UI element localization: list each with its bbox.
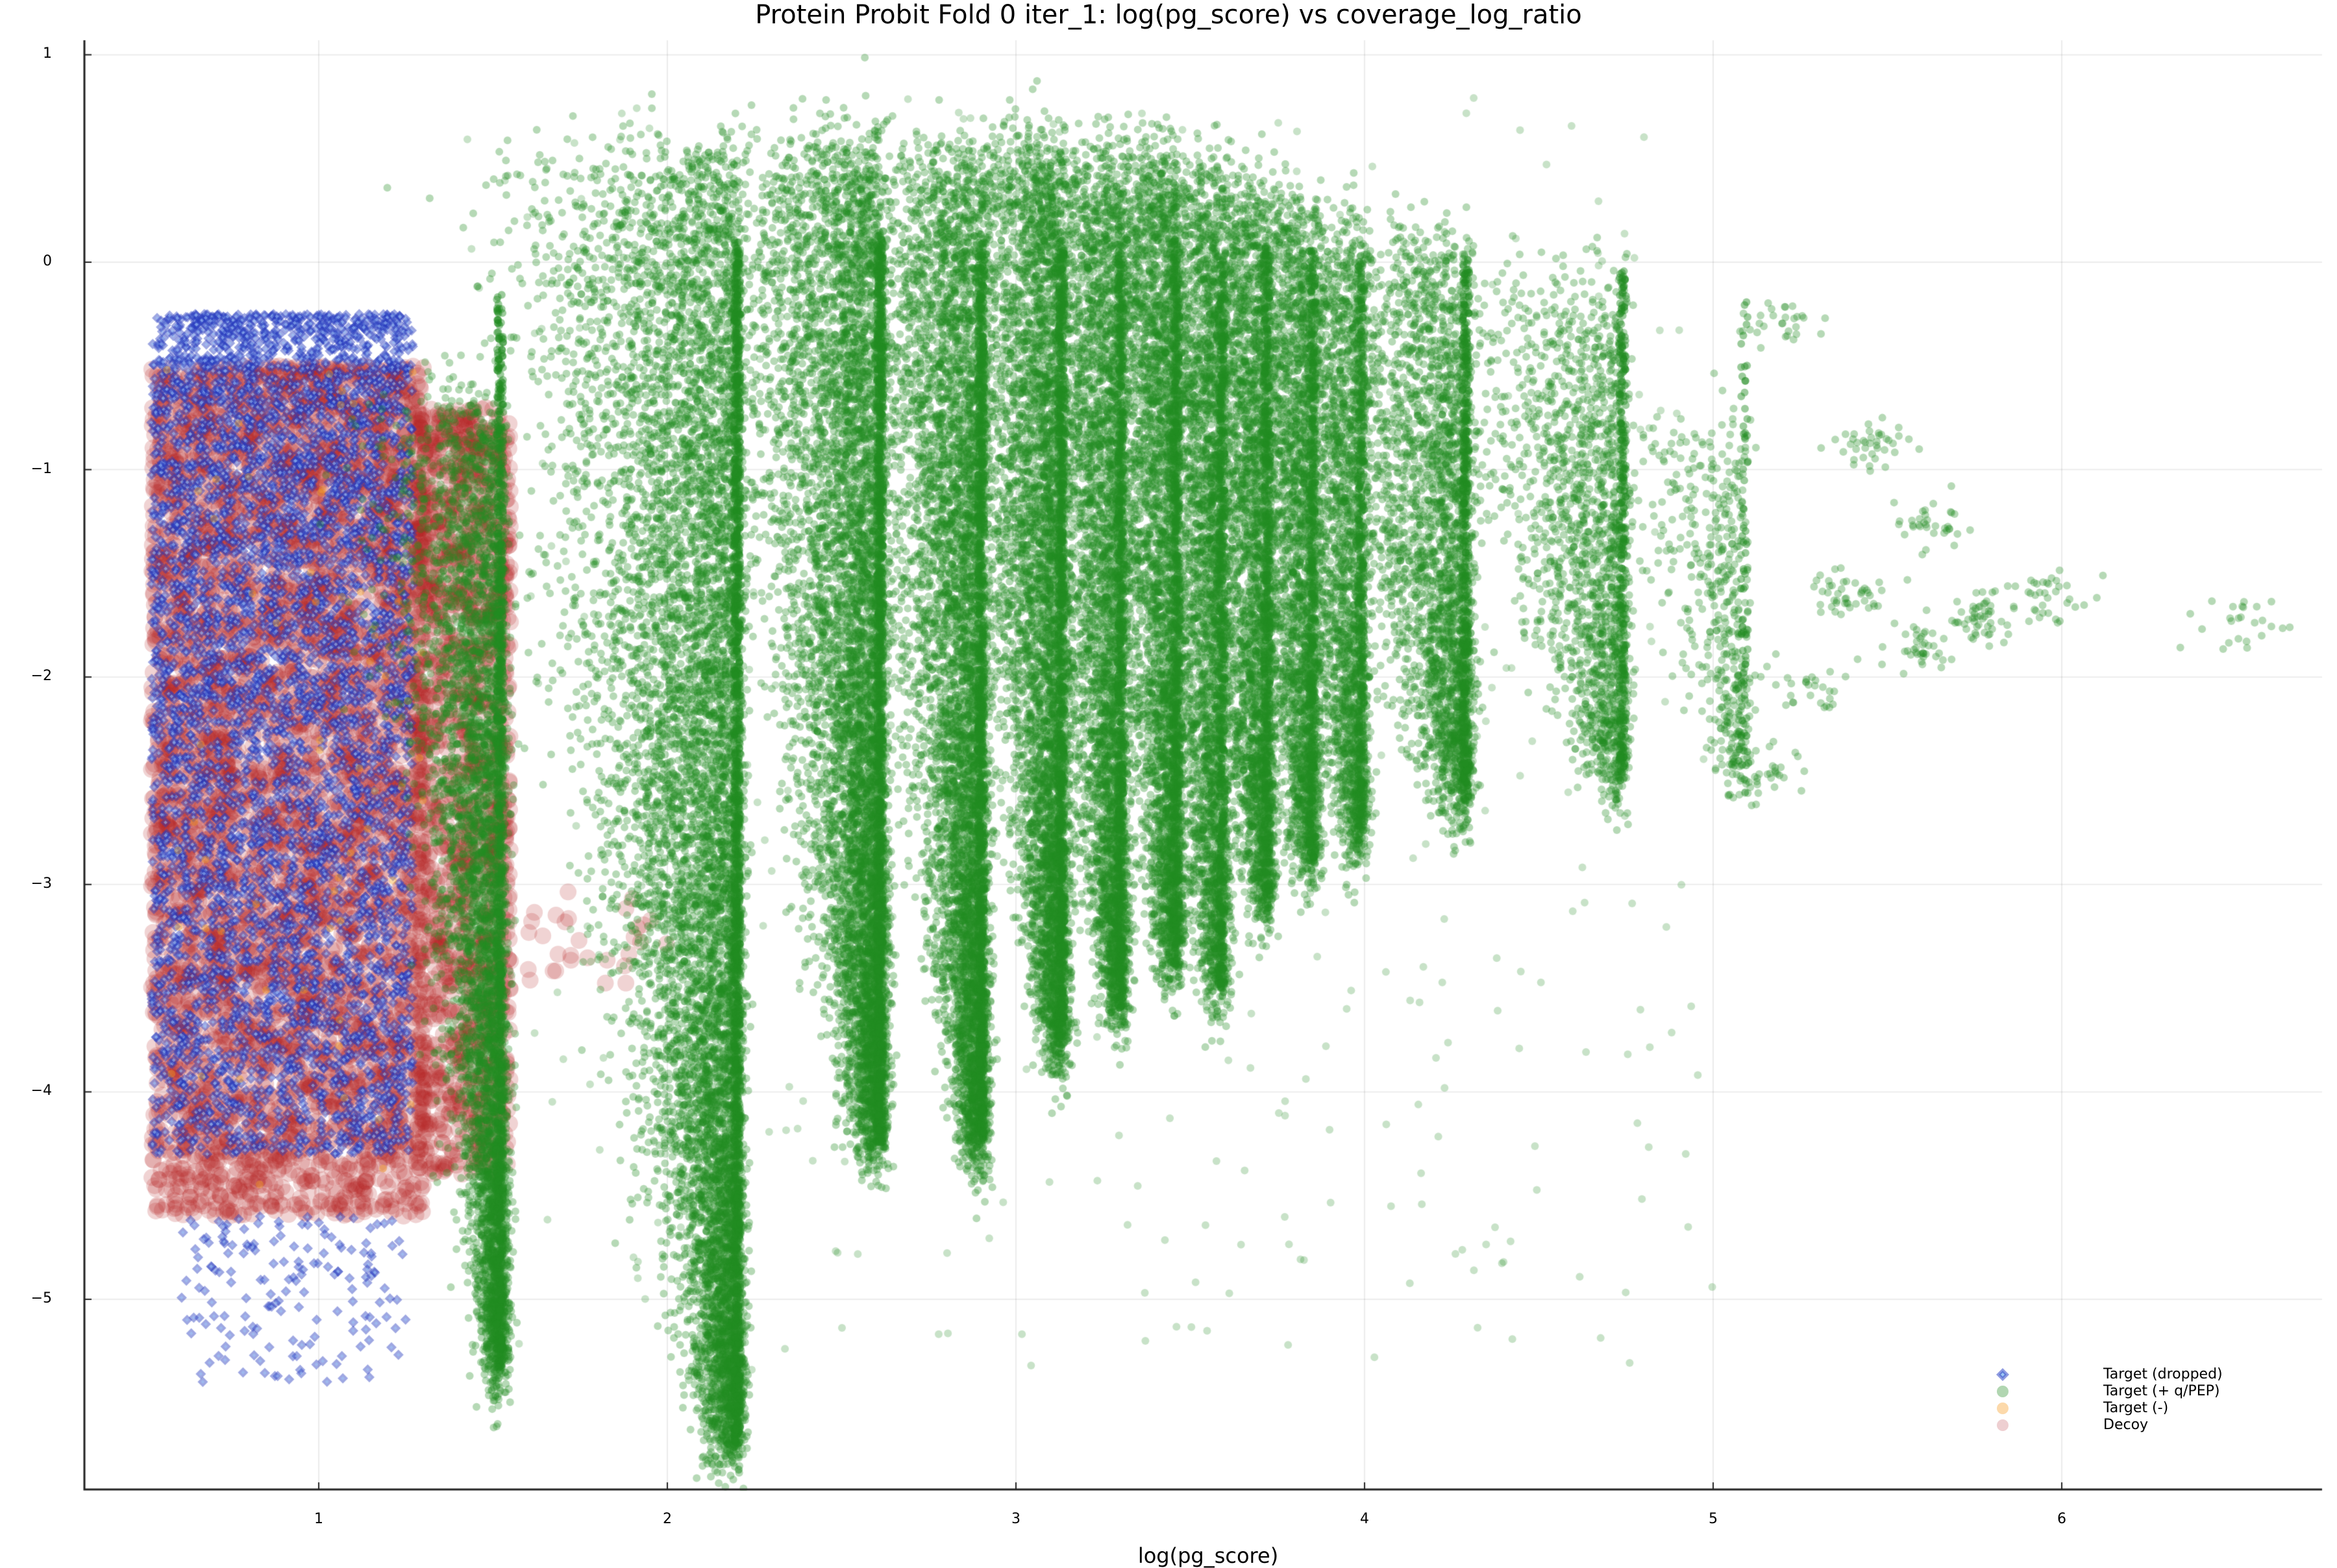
circle-marker-icon (1997, 1419, 2009, 1431)
circle-marker-icon (1997, 1386, 2009, 1397)
x-tick-label: 2 (663, 1511, 672, 1527)
y-tick-label: −3 (31, 875, 52, 892)
diamond-marker-icon (1996, 1368, 2009, 1381)
y-tick-label: −5 (31, 1290, 52, 1306)
legend-label: Target (+ q/PEP) (2103, 1383, 2220, 1399)
legend-label: Target (dropped) (2103, 1366, 2223, 1382)
x-tick-label: 5 (1709, 1511, 1718, 1527)
x-tick-label: 6 (2057, 1511, 2066, 1527)
legend-label: Target (-) (2103, 1400, 2169, 1416)
x-tick-label: 3 (1011, 1511, 1020, 1527)
chart-title: Protein Probit Fold 0 iter_1: log(pg_sco… (755, 0, 1582, 30)
y-tick-label: −2 (31, 668, 52, 685)
y-tick-label: 1 (43, 45, 52, 62)
y-tick-label: 0 (43, 253, 52, 269)
x-axis-label: log(pg_score) (1137, 1543, 1279, 1568)
x-tick-label: 4 (1360, 1511, 1369, 1527)
legend-label: Decoy (2103, 1417, 2149, 1433)
x-tick-label: 1 (314, 1511, 323, 1527)
circle-marker-icon (1997, 1403, 2009, 1414)
y-tick-label: −1 (31, 460, 52, 477)
y-tick-label: −4 (31, 1083, 52, 1099)
